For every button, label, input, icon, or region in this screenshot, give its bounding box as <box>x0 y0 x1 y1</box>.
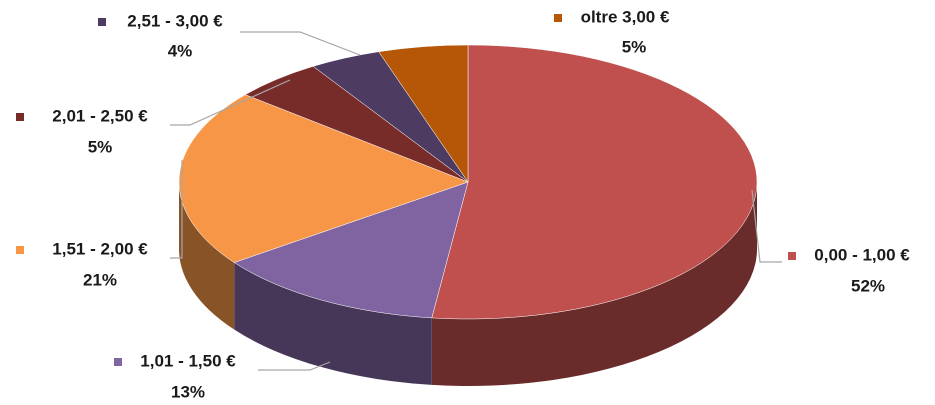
category-label: 2,51 - 3,00 € <box>127 11 223 30</box>
category-label: oltre 3,00 € <box>581 7 670 26</box>
label-marker <box>98 18 106 26</box>
value-label: 21% <box>83 270 117 289</box>
leader-line <box>258 361 331 371</box>
category-label: 2,01 - 2,50 € <box>52 106 148 125</box>
category-label: 0,00 - 1,00 € <box>814 245 910 264</box>
slice <box>233 181 469 319</box>
category-label: 1,01 - 1,50 € <box>140 351 236 370</box>
slice <box>431 44 758 320</box>
category-label: 1,51 - 2,00 € <box>52 239 148 258</box>
value-label: 5% <box>622 37 647 56</box>
value-label: 5% <box>88 137 113 156</box>
value-label: 4% <box>168 41 193 60</box>
label-marker <box>16 113 24 121</box>
value-label: 13% <box>171 382 205 401</box>
leader-line <box>751 189 782 263</box>
label-marker <box>16 246 24 254</box>
leader-line <box>170 160 183 259</box>
slice-side <box>234 262 432 385</box>
slice-side <box>431 182 757 386</box>
slice-side <box>179 182 235 330</box>
leader-line <box>240 31 361 56</box>
label-marker <box>788 252 796 260</box>
label-marker <box>554 14 562 22</box>
slice <box>378 44 469 183</box>
value-label: 52% <box>851 276 885 295</box>
leader-line <box>170 79 291 126</box>
label-marker <box>114 358 122 366</box>
